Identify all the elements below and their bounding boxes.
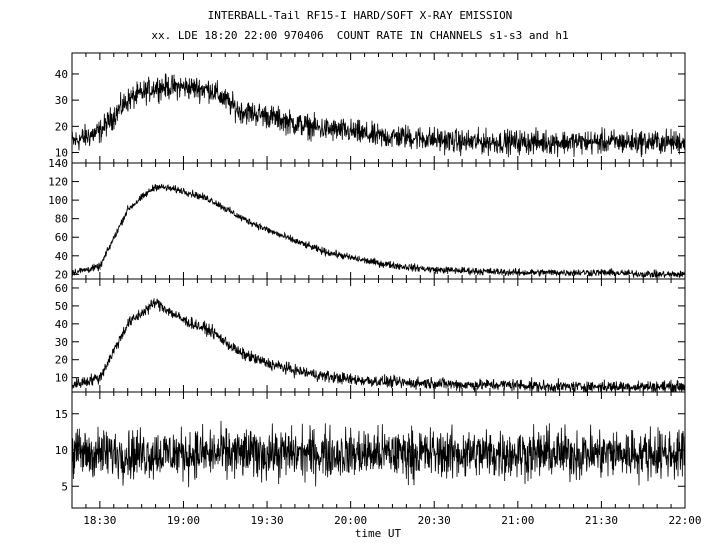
panel-3: 10 20 30 40 50 60 xyxy=(55,278,686,393)
chart-title: INTERBALL-Tail RF15-I HARD/SOFT X-RAY EM… xyxy=(207,9,513,22)
y-tick-label: 80 xyxy=(55,213,68,226)
y-tick-label: 5 xyxy=(61,480,68,493)
chart-subtitle: xx. LDE 18:20 22:00 970406 COUNT RATE IN… xyxy=(151,29,569,42)
y-tick-label: 50 xyxy=(55,300,68,313)
x-tick-label: 22:00 xyxy=(668,514,701,527)
chart-header: INTERBALL-Tail RF15-I HARD/SOFT X-RAY EM… xyxy=(0,0,720,50)
panel-4: 5 10 15 xyxy=(55,391,686,509)
x-tick-label: 21:30 xyxy=(585,514,618,527)
y-tick-label: 30 xyxy=(55,336,68,349)
series-line xyxy=(71,183,686,278)
x-tick-label: 19:30 xyxy=(250,514,283,527)
panel-frame xyxy=(71,162,686,280)
panel-2: 20 40 60 80 100 120 140 xyxy=(48,157,686,281)
series-line xyxy=(71,73,686,158)
y-tick-label: 20 xyxy=(55,268,68,281)
y-tick-label: 60 xyxy=(55,282,68,295)
y-tick-label: 30 xyxy=(55,94,68,107)
y-tick-label: 60 xyxy=(55,231,68,244)
panel-frame xyxy=(71,52,686,164)
y-tick-label: 40 xyxy=(55,68,68,81)
x-axis: 18:30 19:00 19:30 20:00 20:30 21:00 21:30 22:00 xyxy=(83,514,701,527)
y-tick-label: 20 xyxy=(55,354,68,367)
chart-panels: 1020304020406080100120140102030405060510… xyxy=(48,52,686,509)
y-tick-label: 40 xyxy=(55,250,68,263)
x-tick-label: 20:00 xyxy=(334,514,367,527)
y-tick-label: 20 xyxy=(55,120,68,133)
x-tick-label: 20:30 xyxy=(418,514,451,527)
y-tick-label: 140 xyxy=(48,157,68,170)
panel-1: 10 20 30 40 xyxy=(55,52,686,164)
y-tick-label: 100 xyxy=(48,194,68,207)
panel-frame xyxy=(71,278,686,393)
y-tick-label: 10 xyxy=(55,372,68,385)
x-tick-label: 18:30 xyxy=(83,514,116,527)
y-tick-label: 120 xyxy=(48,176,68,189)
series-line xyxy=(71,420,686,488)
x-axis-label: time UT xyxy=(355,527,402,540)
y-tick-label: 10 xyxy=(55,147,68,160)
series-line xyxy=(71,298,686,393)
y-tick-label: 10 xyxy=(55,444,68,457)
x-tick-label: 21:00 xyxy=(501,514,534,527)
y-tick-label: 40 xyxy=(55,318,68,331)
x-tick-label: 19:00 xyxy=(167,514,200,527)
y-tick-label: 15 xyxy=(55,408,68,421)
